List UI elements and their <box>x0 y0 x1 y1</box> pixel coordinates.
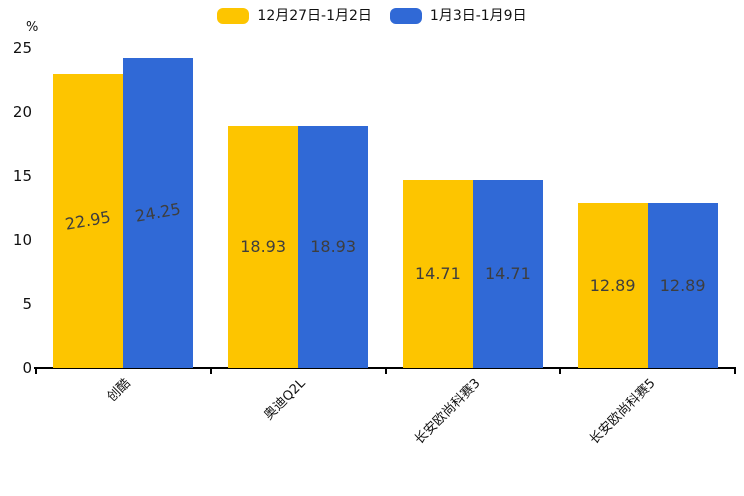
legend-label-week2: 1月3日-1月9日 <box>429 8 527 24</box>
bar-value-label: 12.89 <box>589 275 636 295</box>
bar-value-label: 12.89 <box>659 275 706 295</box>
bar-week1-奥迪Q2L[interactable] <box>228 125 299 368</box>
bar-value-label: 18.93 <box>240 236 287 256</box>
bar-value-label: 14.71 <box>484 263 531 283</box>
legend-swatch-week2-icon <box>389 8 422 24</box>
legend-swatch-week1-icon <box>217 8 250 24</box>
chart-legend: 12月27日-1月2日 1月3日-1月9日 <box>0 6 744 26</box>
bar-week2-创酷[interactable] <box>123 57 194 368</box>
y-axis-tick-label: 15 <box>12 167 32 185</box>
x-axis-tick <box>734 368 736 374</box>
y-axis-tick-label: 10 <box>12 231 32 249</box>
bar-value-label: 14.71 <box>414 263 461 283</box>
bar-week2-长安欧尚科赛3[interactable] <box>472 179 543 368</box>
x-axis-tick <box>384 368 387 374</box>
y-axis-tick-label: 5 <box>22 295 32 313</box>
bar-week1-长安欧尚科赛5[interactable] <box>577 203 648 368</box>
x-axis-tick <box>209 368 212 374</box>
y-axis-tick-label: 20 <box>12 103 32 121</box>
legend-item-week2[interactable]: 1月3日-1月9日 <box>389 6 527 26</box>
bar-week2-长安欧尚科赛5[interactable] <box>647 203 718 368</box>
y-axis-tick-label: 0 <box>22 359 32 377</box>
y-axis-unit-label: % <box>26 20 39 35</box>
legend-item-week1[interactable]: 12月27日-1月2日 <box>217 6 372 26</box>
x-axis-tick <box>35 368 37 374</box>
y-axis-tick-label: 25 <box>12 39 32 57</box>
legend-label-week1: 12月27日-1月2日 <box>257 8 372 24</box>
bar-week1-长安欧尚科赛3[interactable] <box>402 179 473 368</box>
x-axis-category-label: 长安欧尚科赛3 <box>411 376 484 448</box>
x-axis-category-label: 奥迪Q2L <box>261 376 309 424</box>
bar-week1-创酷[interactable] <box>53 74 124 368</box>
x-axis-category-label: 创酷 <box>104 376 134 406</box>
bar-week2-奥迪Q2L[interactable] <box>298 125 369 368</box>
x-axis-category-label: 长安欧尚科赛5 <box>586 376 659 448</box>
x-axis-tick <box>559 368 562 374</box>
bar-value-label: 18.93 <box>310 236 357 256</box>
